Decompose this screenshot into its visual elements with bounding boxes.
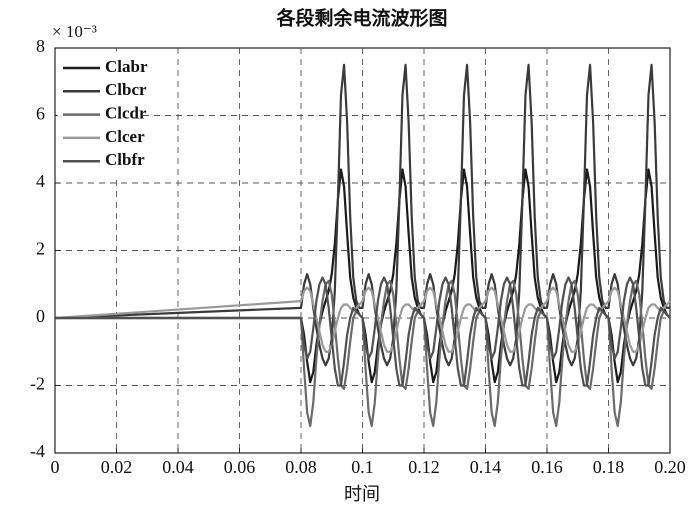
legend-label: Clbcr — [105, 80, 147, 99]
x-tick-label: 0.08 — [285, 457, 317, 477]
x-tick-label: 0.16 — [531, 457, 563, 477]
y-tick-label: 6 — [36, 104, 45, 124]
x-tick-label: 0.1 — [351, 457, 374, 477]
y-tick-label: 8 — [36, 36, 45, 56]
legend-label: Clabr — [105, 57, 148, 76]
y-tick-label: -4 — [30, 441, 45, 461]
legend: Clabr Clbcr Clcdr Clcer Clbfr — [57, 51, 148, 176]
x-tick-label: 0.12 — [408, 457, 440, 477]
legend-label: Clcer — [105, 127, 145, 146]
x-tick-label: 0.20 — [654, 457, 686, 477]
chart-title: 各段剩余电流波形图 — [275, 6, 447, 29]
x-tick-label: 0.06 — [224, 457, 256, 477]
legend-label: Clbfr — [105, 150, 145, 169]
y-tick-label: 0 — [36, 306, 45, 326]
x-tick-label: 0.02 — [101, 457, 133, 477]
legend-label: Clcdr — [105, 104, 147, 123]
x-tick-label: 0 — [51, 457, 60, 477]
series-line — [55, 276, 671, 387]
x-tick-label: 0.04 — [162, 457, 194, 477]
series-line — [54, 286, 671, 353]
y-tick-label: 2 — [36, 239, 45, 259]
x-tick-label: 0.14 — [470, 457, 502, 477]
y-tick-label: 4 — [36, 171, 45, 191]
x-tick-label: 0.18 — [593, 457, 625, 477]
y-tick-label: -2 — [30, 374, 45, 394]
x-axis-label: 时间 — [344, 484, 380, 504]
series-line — [54, 63, 670, 367]
y-multiplier: × 10⁻³ — [52, 22, 97, 41]
